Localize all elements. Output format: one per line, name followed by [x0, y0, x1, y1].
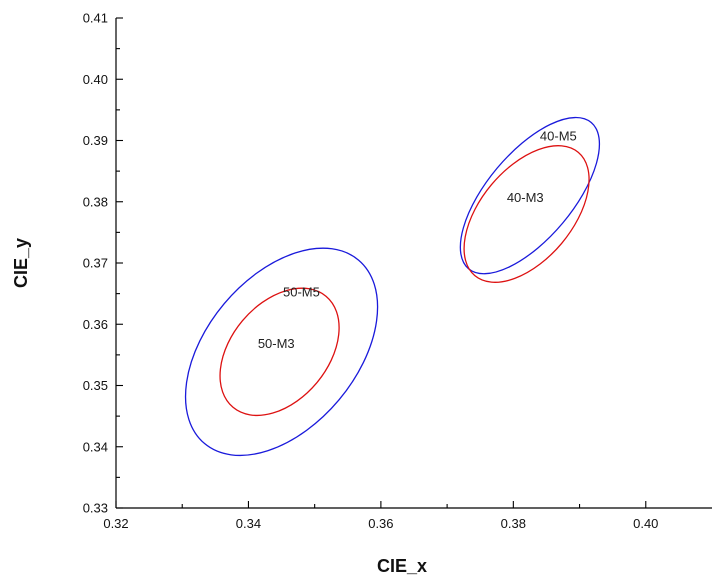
y-tick-label: 0.33 — [83, 501, 108, 516]
ellipse-40-m3 — [463, 145, 590, 283]
series — [184, 116, 601, 457]
x-tick-label: 0.36 — [368, 516, 393, 531]
y-axis-title: CIE_y — [11, 238, 31, 288]
ellipse-label-50-m5: 50-M5 — [283, 285, 320, 300]
y-tick-label: 0.41 — [83, 11, 108, 26]
ticks: 0.32 0.34 0.36 0.38 0.40 0.33 0.34 0.35 0.36 0.37… — [83, 11, 659, 532]
y-tick-label: 0.40 — [83, 72, 108, 87]
ellipse-labels: 40-M5 40-M3 50-M5 50-M3 — [258, 129, 577, 352]
ellipse-label-40-m5: 40-M5 — [540, 129, 577, 144]
x-tick-label: 0.34 — [236, 516, 261, 531]
ellipse-50-m5 — [184, 247, 379, 457]
x-tick-label: 0.40 — [633, 516, 658, 531]
y-tick-label: 0.37 — [83, 256, 108, 271]
y-tick-label: 0.35 — [83, 378, 108, 393]
x-tick-label: 0.32 — [103, 516, 128, 531]
x-axis-title: CIE_x — [377, 556, 427, 576]
ellipse-50-m3 — [219, 287, 340, 417]
y-tick-label: 0.38 — [83, 194, 108, 209]
ellipse-label-40-m3: 40-M3 — [507, 190, 544, 205]
y-tick-label: 0.39 — [83, 133, 108, 148]
y-tick-label: 0.34 — [83, 439, 108, 454]
axes — [115, 18, 712, 509]
y-tick-label: 0.36 — [83, 317, 108, 332]
ellipse-label-50-m3: 50-M3 — [258, 336, 295, 351]
x-tick-label: 0.38 — [501, 516, 526, 531]
